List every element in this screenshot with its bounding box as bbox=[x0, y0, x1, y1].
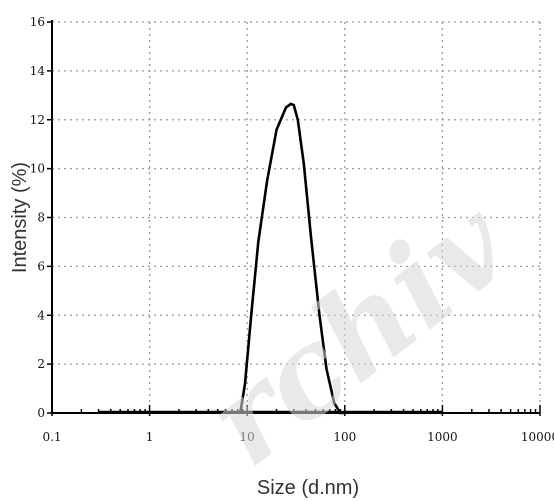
tick-labels: 0 2 4 6 8 10 12 14 16 0.1 1 10 100 1000 10000 bbox=[30, 15, 554, 444]
y-tick-label: 10 bbox=[30, 162, 45, 176]
x-axis-label: Size (d.nm) bbox=[257, 477, 359, 499]
y-tick-label: 2 bbox=[37, 357, 45, 371]
y-tick-label: 4 bbox=[37, 308, 45, 322]
y-tick-label: 14 bbox=[30, 64, 46, 78]
y-tick-label: 12 bbox=[30, 113, 45, 127]
x-tick-label: 0.1 bbox=[42, 430, 61, 444]
x-tick-label: 10000 bbox=[521, 430, 554, 444]
x-tick-label: 100 bbox=[333, 430, 356, 444]
y-tick-label: 16 bbox=[30, 15, 45, 29]
y-tick-label: 6 bbox=[37, 259, 45, 273]
y-tick-label: 0 bbox=[37, 406, 45, 420]
plot-area bbox=[98, 102, 443, 415]
x-tick-label: 1000 bbox=[427, 430, 458, 444]
y-axis-label: Intensity (%) bbox=[9, 162, 31, 273]
watermark-text: rchiv bbox=[181, 172, 536, 493]
x-tick-label: 1 bbox=[146, 430, 154, 444]
y-tick-label: 8 bbox=[37, 211, 45, 225]
x-tick-label: 10 bbox=[240, 430, 255, 444]
